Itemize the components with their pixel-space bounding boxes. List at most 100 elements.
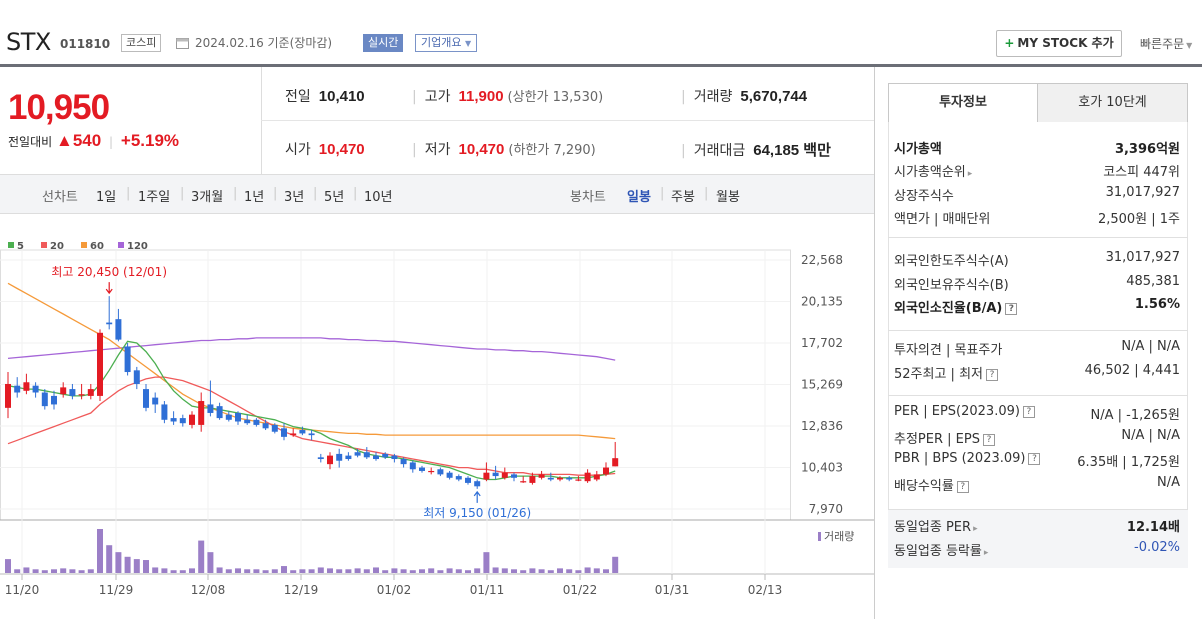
high-label: 고가 [424,89,451,105]
volume-bar [143,560,149,573]
volume-bar [133,559,140,573]
candle-body [354,452,361,456]
market-cap-rank-row[interactable]: 시가총액순위 ▸ 코스피 447위 [894,161,1180,183]
divider: | [681,143,686,159]
industry-per-row[interactable]: 동일업종 PER ▸ 12.14배 [894,516,1180,538]
candle-body [106,322,113,325]
tab-order-book[interactable]: 호가 10단계 [1037,83,1188,123]
prev-close-label: 전일 [285,89,311,105]
volume-bar [391,568,398,573]
volume-bar [78,570,85,573]
volume-bar [253,569,260,573]
tab-daily[interactable]: 일봉 [627,190,651,205]
industry-change-row[interactable]: 동일업종 등락률 ▸ -0.02% [894,540,1180,562]
y-tick-label: 7,970 [809,502,843,516]
candle-body [207,404,214,413]
trade-amount: | 거래대금 64,185 백만 [681,139,831,160]
amount-label: 거래대금 [693,143,746,159]
open-value: 10,470 [318,141,365,158]
open-label: 시가 [285,142,311,158]
volume-bar [106,545,113,573]
row-value: 31,017,927 [1105,185,1180,200]
candle-body [281,428,287,437]
arrow-up-icon [473,490,481,503]
tab-3y[interactable]: 3년 [284,190,305,205]
volume-bar [612,556,619,573]
volume-bar [373,567,379,573]
candle-body [391,455,398,460]
company-overview-dropdown[interactable]: 기업개요 ▼ [415,34,478,52]
candle-body [244,419,251,424]
row-label: 시가총액 [894,142,942,157]
low-value: 10,470 [458,141,505,158]
legend-label: 60 [90,241,104,252]
volume-bar [216,567,223,573]
row-label-text: 추정PER | EPS [894,432,980,447]
divider: | [233,186,238,201]
help-icon[interactable]: ? [986,369,998,381]
help-icon[interactable]: ? [1028,453,1041,465]
candle-body [115,319,122,340]
row-label: PER | EPS(2023.09)? [894,404,1035,419]
legend-label: 120 [127,241,148,252]
candle-body [566,477,573,480]
volume-bar [465,570,471,573]
tab-invest-info[interactable]: 투자정보 [888,83,1038,123]
volume-bar [244,569,251,573]
row-value: N/A | N/A [1121,428,1180,443]
est-per-row: 추정PER | EPS? N/A | N/A [894,428,1180,450]
tab-3m[interactable]: 3개월 [191,190,224,205]
help-icon[interactable]: ? [1005,303,1018,315]
help-icon[interactable]: ? [956,481,969,493]
candle-body [78,394,85,396]
tab-monthly[interactable]: 월봉 [716,190,740,205]
divider: | [412,89,417,105]
quick-order-button[interactable]: 빠른주문 ▼ [1140,35,1192,52]
quick-order-label: 빠른주문 [1140,37,1185,51]
tab-1w[interactable]: 1주일 [138,190,171,205]
section-divider [888,509,1188,510]
volume-bar [409,570,416,573]
x-tick-label: 11/20 [5,583,40,597]
my-stock-add-button[interactable]: + MY STOCK 추가 [996,30,1122,57]
row-label: 외국인보유주식수(B) [894,278,1009,293]
candle-body [5,383,11,408]
chevron-right-icon: ▸ [967,169,973,179]
help-icon[interactable]: ? [982,434,995,446]
legend-swatch [81,242,87,248]
row-value: 46,502 | 4,441 [1084,363,1180,378]
candle-body [60,387,67,395]
volume-bar [520,570,527,573]
row-label-text: 외국인소진율(B/A) [894,301,1003,316]
change-value: ▲540 [56,131,102,150]
candle-body [14,385,21,393]
tab-1d[interactable]: 1일 [96,190,117,205]
tab-1y[interactable]: 1년 [244,190,265,205]
tab-weekly[interactable]: 주봉 [671,190,695,205]
volume-bar [189,568,195,573]
candle-body [124,346,131,373]
volume-legend-swatch [818,532,821,541]
candlestick-chart: 11/20 11/29 12/08 12/19 01/02 01/11 01/22 01/31… [0,241,874,597]
per-eps-row: PER | EPS(2023.09)? N/A | -1,265원 [894,404,1180,426]
volume-bar [501,568,508,573]
candle-body [584,472,591,482]
volume-bar [538,569,545,573]
candle-body [501,472,508,478]
pbr-bps-row: PBR | BPS (2023.09)? 6.35배 | 1,725원 [894,451,1180,473]
candle-body [271,424,278,432]
foreign-holding-row: 외국인보유주식수(B) 485,381 [894,274,1180,296]
candle-body [363,452,370,458]
y-tick-label: 10,403 [801,461,843,475]
row-label: 외국인소진율(B/A)? [894,297,1018,316]
tab-5y[interactable]: 5년 [324,190,345,205]
legend-label: 20 [50,241,64,252]
candle-body [409,462,416,470]
realtime-button[interactable]: 실시간 [363,34,404,52]
help-icon[interactable]: ? [1022,406,1035,418]
volume: | 거래량 5,670,744 [681,86,807,106]
volume-bar [23,567,30,573]
tab-10y[interactable]: 10년 [364,190,393,205]
volume-value: 5,670,744 [740,88,808,105]
candle-body [428,470,435,473]
